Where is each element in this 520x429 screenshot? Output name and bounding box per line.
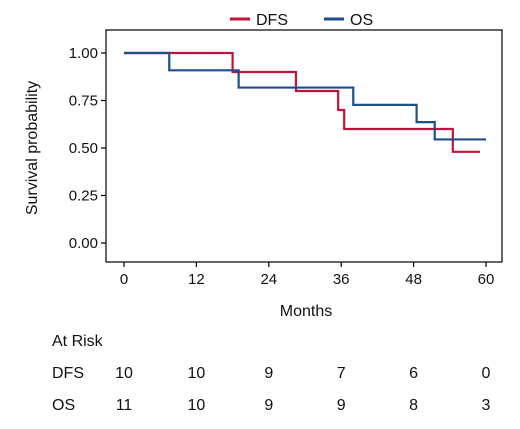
plot-area: 0.00 0.25 0.50 0.75 1.00 0 12 24 36 48 60 <box>69 29 503 288</box>
at-risk-count: 10 <box>188 397 206 414</box>
at-risk-count: 9 <box>264 365 273 382</box>
at-risk-table: DFS 10 10 9 7 6 0 OS 11 10 9 9 8 3 <box>52 365 491 414</box>
series-os-curve <box>124 51 486 141</box>
x-tick-label: 12 <box>188 271 205 288</box>
at-risk-count: 0 <box>482 365 491 382</box>
at-risk-title: At Risk <box>52 333 104 350</box>
at-risk-count: 10 <box>188 365 206 382</box>
y-tick-label: 0.00 <box>69 235 98 252</box>
x-tick-label: 48 <box>405 271 422 288</box>
x-tick-label: 60 <box>478 271 495 288</box>
at-risk-count: 8 <box>409 397 418 414</box>
legend-label-dfs: DFS <box>256 12 288 29</box>
at-risk-count: 11 <box>116 397 133 414</box>
at-risk-count: 9 <box>264 397 273 414</box>
y-tick-label: 0.50 <box>69 140 98 157</box>
x-tick-label: 0 <box>120 271 128 288</box>
at-risk-count: 3 <box>482 397 491 414</box>
at-risk-count: 9 <box>337 397 346 414</box>
y-axis-title: Survival probability <box>24 81 41 215</box>
x-tick-label: 36 <box>333 271 350 288</box>
plot-frame <box>105 29 503 263</box>
legend: DFS OS <box>230 12 373 29</box>
y-tick-label: 0.25 <box>69 188 98 205</box>
at-risk-count: 7 <box>337 365 346 382</box>
x-axis-title: Months <box>280 303 332 320</box>
y-tick-label: 1.00 <box>69 45 98 62</box>
x-tick-label: 24 <box>260 271 277 288</box>
series-dfs-curve <box>124 51 480 153</box>
at-risk-count: 6 <box>409 365 418 382</box>
at-risk-count: 10 <box>115 365 133 382</box>
at-risk-row-label: OS <box>52 397 75 414</box>
at-risk-row-label: DFS <box>52 365 84 382</box>
y-tick-label: 0.75 <box>69 93 98 110</box>
legend-label-os: OS <box>350 12 373 29</box>
